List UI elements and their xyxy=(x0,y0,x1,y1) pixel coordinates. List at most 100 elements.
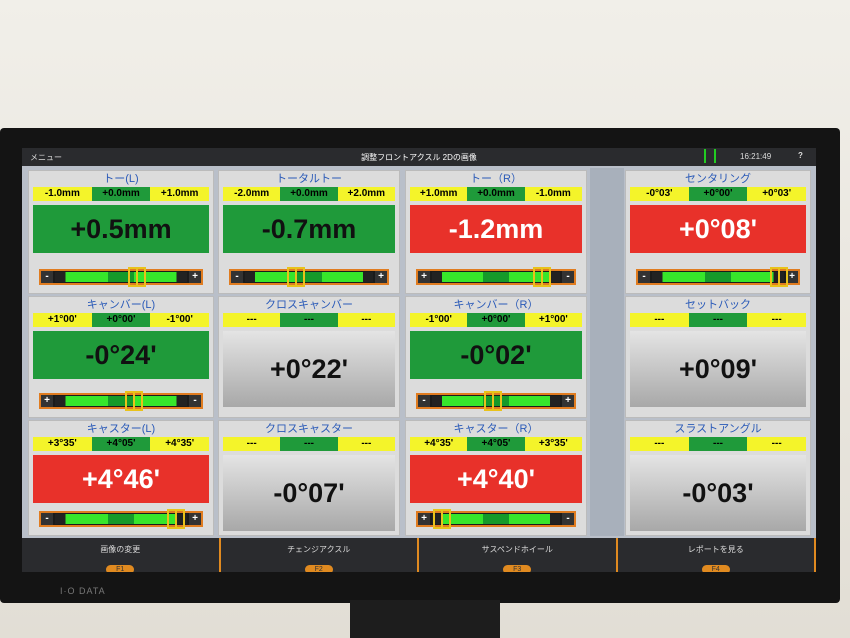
indicator-right-sign: - xyxy=(562,513,574,525)
indicator-handle xyxy=(433,509,452,529)
indicator-left-sign: + xyxy=(418,271,430,283)
indicator-handle xyxy=(127,267,146,287)
indicator-bar xyxy=(652,267,788,287)
function-label: 画像の変更 xyxy=(100,545,141,554)
range-max: -1°00' xyxy=(150,313,210,327)
lift-status-icon xyxy=(704,149,716,163)
range-nominal: +0°00' xyxy=(91,313,151,327)
indicator-left-sign: + xyxy=(418,513,430,525)
measurement-panel[interactable]: キャンバー(L) +1°00' +0°00' -1°00' -0°24' + - xyxy=(28,296,214,418)
range-max: +3°35' xyxy=(524,437,582,451)
range-max: --- xyxy=(747,313,807,327)
measurement-panel[interactable]: センタリング -0°03' +0°00' +0°03' +0°08' - + xyxy=(625,170,811,294)
indicator-right-sign: - xyxy=(189,395,201,407)
deviation-indicator: - + xyxy=(636,267,800,287)
panel-title: キャンバー(L) xyxy=(86,299,156,311)
help-button[interactable]: ? xyxy=(798,151,803,160)
monitor-stand xyxy=(350,600,500,638)
deviation-indicator: - + xyxy=(39,267,203,287)
range-min: -0°03' xyxy=(630,187,689,201)
measurement-panel[interactable]: キャンバー（R） -1°00' +0°00' +1°00' -0°02' - + xyxy=(405,296,587,418)
panel-title: トー（R） xyxy=(470,173,522,185)
range-max: +4°35' xyxy=(150,437,210,451)
range-nominal: +4°05' xyxy=(91,437,151,451)
indicator-handle xyxy=(125,391,144,411)
measured-value: +0°09' xyxy=(630,331,806,407)
measured-value: +0°22' xyxy=(223,331,395,407)
indicator-bar xyxy=(55,509,187,529)
measurement-panel[interactable]: クロスキャンバー --- --- --- +0°22' xyxy=(218,296,400,418)
tolerance-range: --- --- --- xyxy=(630,313,807,327)
range-max: --- xyxy=(747,437,807,451)
range-nominal: +0°00' xyxy=(688,187,748,201)
function-button-f1[interactable]: 画像の変更 F1 xyxy=(22,538,221,572)
measured-value: +4°40' xyxy=(410,455,582,503)
measurement-panel[interactable]: スラストアングル --- --- --- -0°03' xyxy=(625,420,811,536)
indicator-left-sign: - xyxy=(41,513,53,525)
indicator-handle xyxy=(533,267,552,287)
indicator-right-sign: + xyxy=(562,395,574,407)
measurement-panel[interactable]: クロスキャスター --- --- --- -0°07' xyxy=(218,420,400,536)
indicator-left-sign: + xyxy=(41,395,53,407)
measurement-panel[interactable]: キャスター(L) +3°35' +4°05' +4°35' +4°46' - + xyxy=(28,420,214,536)
function-button-f4[interactable]: レポートを見る F4 xyxy=(618,538,816,572)
menu-button[interactable]: メニュー xyxy=(30,153,62,162)
range-max: -1.0mm xyxy=(524,187,582,201)
range-max: +2.0mm xyxy=(337,187,395,201)
measured-value: +0.5mm xyxy=(33,205,209,253)
measurement-panel[interactable]: トータルトー -2.0mm +0.0mm +2.0mm -0.7mm - + xyxy=(218,170,400,294)
panel-title: センタリング xyxy=(685,173,751,185)
indicator-right-sign: + xyxy=(189,271,201,283)
alignment-screen: メニュー 調整フロントアクスル 2Dの画像 16:21:49 ? トー(L) -… xyxy=(22,148,816,572)
function-bar: 画像の変更 F1 チェンジアクスル F2 サスペンドホイール F3 レポートを見る F4 xyxy=(22,538,816,572)
deviation-indicator: + - xyxy=(39,391,203,411)
tolerance-range: --- --- --- xyxy=(630,437,807,451)
function-key-badge: F1 xyxy=(106,565,135,572)
range-nominal: +0.0mm xyxy=(91,187,151,201)
range-max: +0°03' xyxy=(747,187,807,201)
function-button-f2[interactable]: チェンジアクスル F2 xyxy=(221,538,419,572)
range-min: -1.0mm xyxy=(33,187,92,201)
function-label: チェンジアクスル xyxy=(287,545,351,554)
function-key-badge: F3 xyxy=(503,565,532,572)
tolerance-range: +1.0mm +0.0mm -1.0mm xyxy=(410,187,582,201)
range-min: --- xyxy=(630,437,689,451)
panel-title: セットバック xyxy=(685,299,751,311)
measured-value: -0°03' xyxy=(630,455,806,531)
tolerance-range: +1°00' +0°00' -1°00' xyxy=(33,313,210,327)
measurement-panel[interactable]: トー(L) -1.0mm +0.0mm +1.0mm +0.5mm - + xyxy=(28,170,214,294)
measurement-panel[interactable]: トー（R） +1.0mm +0.0mm -1.0mm -1.2mm + - xyxy=(405,170,587,294)
panel-title: キャスター（R） xyxy=(453,423,539,435)
measurement-panel[interactable]: セットバック --- --- --- +0°09' xyxy=(625,296,811,418)
range-max: --- xyxy=(337,313,395,327)
range-min: -1°00' xyxy=(410,313,468,327)
measured-value: -1.2mm xyxy=(410,205,582,253)
indicator-left-sign: - xyxy=(231,271,243,283)
measurement-panel[interactable]: キャスター（R） +4°35' +4°05' +3°35' +4°40' + - xyxy=(405,420,587,536)
deviation-indicator: - + xyxy=(416,391,576,411)
indicator-bar xyxy=(432,509,560,529)
function-button-f3[interactable]: サスペンドホイール F3 xyxy=(419,538,618,572)
indicator-left-sign: - xyxy=(418,395,430,407)
indicator-right-sign: - xyxy=(562,271,574,283)
range-min: -2.0mm xyxy=(223,187,281,201)
function-label: サスペンドホイール xyxy=(481,545,553,554)
tolerance-range: -1°00' +0°00' +1°00' xyxy=(410,313,582,327)
measured-value: -0°07' xyxy=(223,455,395,531)
tolerance-range: -0°03' +0°00' +0°03' xyxy=(630,187,807,201)
indicator-handle xyxy=(167,509,186,529)
indicator-left-sign: - xyxy=(41,271,53,283)
indicator-left-sign: - xyxy=(638,271,650,283)
range-min: +4°35' xyxy=(410,437,468,451)
tolerance-range: --- --- --- xyxy=(223,437,395,451)
function-label: レポートを見る xyxy=(687,545,744,554)
range-nominal: +0°00' xyxy=(467,313,525,327)
panel-title: クロスキャスター xyxy=(265,423,353,435)
tolerance-range: -1.0mm +0.0mm +1.0mm xyxy=(33,187,210,201)
deviation-indicator: - + xyxy=(229,267,389,287)
panel-title: トータルトー xyxy=(276,173,342,185)
panel-title: クロスキャンバー xyxy=(265,299,353,311)
measured-value: -0°02' xyxy=(410,331,582,379)
indicator-handle xyxy=(769,267,788,287)
indicator-handle xyxy=(287,267,306,287)
